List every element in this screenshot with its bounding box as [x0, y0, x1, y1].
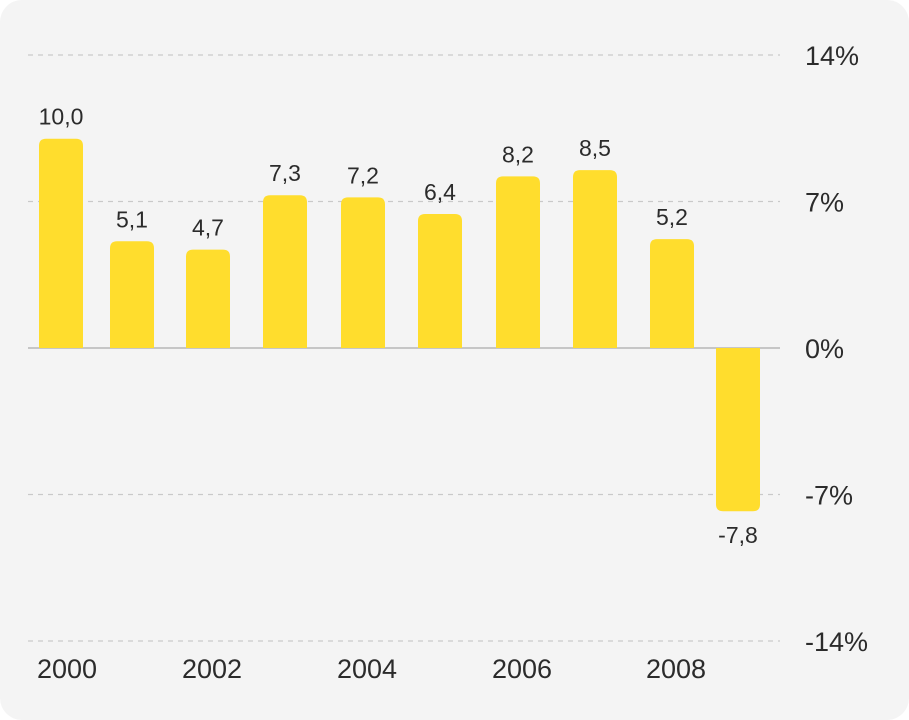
bar-2000: [39, 138, 83, 348]
bar-2003: [263, 195, 307, 348]
value-label-2003: 7,3: [269, 160, 301, 186]
y-tick-label: -14%: [805, 627, 868, 657]
value-label-2002: 4,7: [192, 215, 224, 241]
bar-2001: [110, 241, 154, 348]
value-label-2007: 8,5: [579, 135, 611, 161]
bar-2009: [716, 348, 760, 512]
value-label-2005: 6,4: [424, 179, 456, 205]
y-tick-label: 7%: [805, 188, 844, 218]
bar-2007: [573, 170, 617, 348]
value-label-2009: -7,8: [718, 522, 758, 548]
bar-2006: [496, 176, 540, 348]
value-label-2000: 10,0: [39, 104, 84, 130]
x-tick-label: 2002: [182, 654, 242, 684]
value-label-2006: 8,2: [502, 141, 534, 167]
value-label-2001: 5,1: [116, 206, 148, 232]
bar-2005: [418, 214, 462, 348]
value-label-2004: 7,2: [347, 162, 379, 188]
y-tick-label: 0%: [805, 334, 844, 364]
x-tick-label: 2004: [337, 654, 397, 684]
bar-2002: [186, 249, 230, 348]
y-tick-label: -7%: [805, 481, 853, 511]
y-tick-label: 14%: [805, 41, 859, 71]
x-tick-label: 2008: [646, 654, 706, 684]
bar-2008: [650, 239, 694, 348]
bar-2004: [341, 197, 385, 348]
value-label-2008: 5,2: [656, 204, 688, 230]
x-tick-label: 2006: [492, 654, 552, 684]
x-tick-label: 2000: [37, 654, 97, 684]
